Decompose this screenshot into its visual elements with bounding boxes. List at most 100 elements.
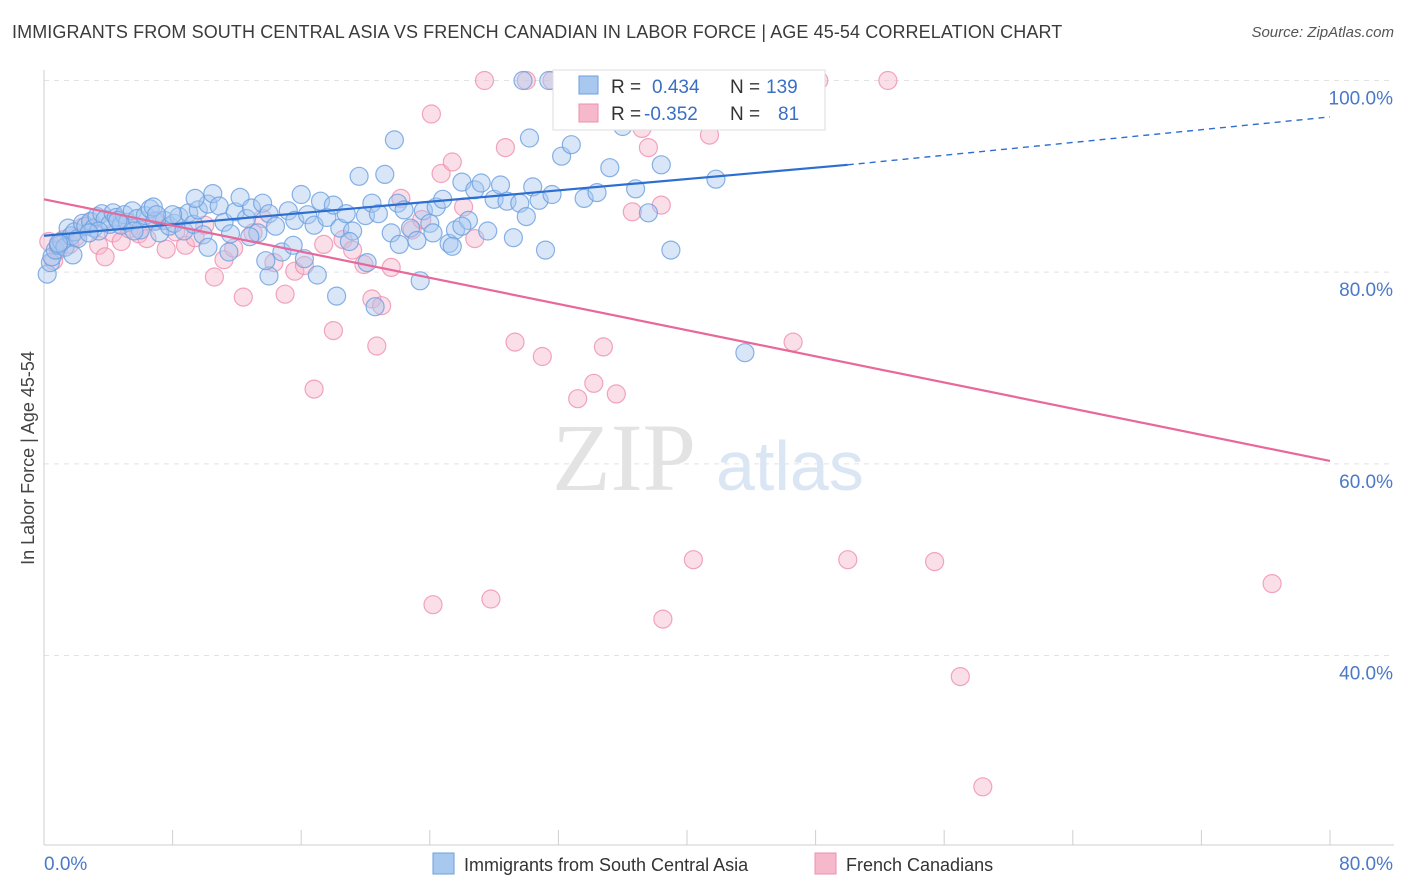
legend-swatch-pink	[814, 852, 837, 875]
data-point-south-central-asia	[519, 128, 540, 148]
data-point-french-canadians	[683, 550, 704, 570]
data-point-south-central-asia	[478, 221, 498, 241]
data-point-south-central-asia	[343, 221, 363, 241]
data-point-french-canadians	[924, 551, 945, 572]
data-point-south-central-asia	[368, 204, 388, 224]
data-point-french-canadians	[372, 296, 392, 316]
y-tick-label-80: 80.0%	[1339, 280, 1393, 301]
stats-n-value-blue: 139	[766, 77, 798, 98]
data-point-french-canadians	[367, 336, 387, 356]
data-point-south-central-asia	[561, 135, 581, 155]
data-point-french-canadians	[474, 70, 495, 91]
watermark-zip: ZIP	[552, 404, 696, 511]
data-point-south-central-asia	[400, 218, 421, 238]
data-point-french-canadians	[973, 777, 993, 797]
x-tick-label-min: 0.0%	[44, 854, 87, 875]
data-point-french-canadians	[606, 384, 626, 404]
data-point-south-central-asia	[365, 297, 385, 317]
data-point-south-central-asia	[389, 234, 409, 254]
stats-n-value-pink: 81	[778, 104, 799, 125]
y-axis-label: In Labor Force | Age 45-54	[18, 351, 38, 565]
data-point-french-canadians	[593, 337, 614, 357]
data-point-south-central-asia	[327, 286, 347, 306]
data-point-south-central-asia	[48, 233, 69, 253]
data-point-south-central-asia	[503, 228, 524, 248]
data-point-french-canadians	[838, 550, 858, 570]
trend-line-south-central-asia-extension	[847, 116, 1331, 166]
data-point-french-canadians	[362, 289, 382, 309]
data-point-south-central-asia	[516, 207, 536, 227]
data-point-south-central-asia	[307, 265, 327, 285]
data-point-south-central-asia	[542, 184, 562, 205]
data-point-french-canadians	[233, 287, 253, 307]
data-point-south-central-asia	[357, 253, 377, 273]
data-point-south-central-asia	[336, 204, 356, 224]
y-axis-tick-labels: 40.0% 60.0% 80.0% 100.0%	[1329, 89, 1394, 685]
data-point-south-central-asia	[651, 155, 671, 175]
trend-line-french-canadians	[43, 198, 1331, 463]
data-point-french-canadians	[622, 202, 642, 222]
stats-r-label-blue: R =	[611, 77, 641, 98]
data-point-south-central-asia	[256, 251, 276, 271]
data-point-french-canadians	[381, 257, 401, 277]
data-point-south-central-asia	[253, 193, 273, 213]
data-point-south-central-asia	[219, 242, 239, 262]
data-point-south-central-asia	[600, 158, 620, 178]
data-point-french-canadians	[204, 267, 224, 287]
data-point-south-central-asia	[638, 203, 659, 223]
stats-r-value-pink: -0.352	[644, 104, 698, 125]
data-point-french-canadians	[175, 235, 196, 255]
data-point-south-central-asia	[146, 205, 167, 225]
data-point-south-central-asia	[490, 175, 511, 195]
data-point-south-central-asia	[735, 343, 755, 363]
data-point-french-canadians	[1262, 573, 1282, 594]
data-point-south-central-asia	[163, 205, 183, 225]
data-point-south-central-asia	[265, 216, 286, 236]
data-point-south-central-asia	[452, 216, 472, 236]
data-point-french-canadians	[442, 152, 462, 172]
data-point-south-central-asia	[349, 166, 369, 186]
data-point-french-canadians	[481, 589, 501, 609]
data-point-south-central-asia	[513, 70, 533, 91]
legend: Immigrants from South Central Asia Frenc…	[432, 852, 993, 875]
data-point-french-canadians	[304, 379, 324, 399]
data-point-south-central-asia	[203, 184, 223, 204]
data-point-south-central-asia	[442, 236, 462, 256]
data-point-french-canadians	[421, 104, 441, 124]
data-point-french-canadians	[584, 373, 604, 393]
x-tick-label-max: 80.0%	[1339, 854, 1393, 875]
stats-swatch-blue	[578, 75, 599, 95]
data-point-south-central-asia	[706, 169, 726, 189]
data-point-south-central-asia	[220, 224, 241, 244]
data-point-south-central-asia	[535, 240, 556, 260]
data-point-french-canadians	[568, 389, 588, 409]
data-point-south-central-asia	[423, 223, 443, 243]
chart-title: IMMIGRANTS FROM SOUTH CENTRAL ASIA VS FR…	[12, 22, 1063, 42]
x-axis-ticks	[172, 830, 1331, 845]
source-credit: Source: ZipAtlas.com	[1251, 24, 1394, 41]
data-point-south-central-asia	[317, 207, 337, 228]
data-point-french-canadians	[323, 321, 343, 341]
data-point-french-canadians	[314, 234, 334, 254]
data-point-south-central-asia	[143, 197, 163, 217]
data-point-french-canadians	[783, 332, 803, 352]
data-point-french-canadians	[423, 595, 443, 615]
legend-swatch-blue	[432, 852, 455, 875]
data-point-south-central-asia	[339, 231, 359, 252]
data-point-south-central-asia	[225, 202, 245, 222]
axes	[43, 70, 1394, 846]
stats-box: R = 0.434 N = 139 R = -0.352 N = 81	[552, 69, 826, 131]
data-point-south-central-asia	[63, 245, 83, 265]
data-point-french-canadians	[156, 239, 176, 259]
data-point-south-central-asia	[185, 188, 205, 208]
data-point-south-central-asia	[209, 196, 229, 216]
data-point-french-canadians	[505, 332, 525, 352]
legend-label-pink: French Canadians	[846, 855, 993, 875]
data-point-south-central-asia	[130, 220, 150, 240]
trend-lines	[43, 116, 1331, 463]
data-point-south-central-asia	[124, 221, 144, 241]
data-point-french-canadians	[950, 666, 970, 687]
data-point-south-central-asia	[298, 205, 318, 225]
legend-label-blue: Immigrants from South Central Asia	[464, 855, 749, 875]
data-point-french-canadians	[431, 163, 451, 184]
